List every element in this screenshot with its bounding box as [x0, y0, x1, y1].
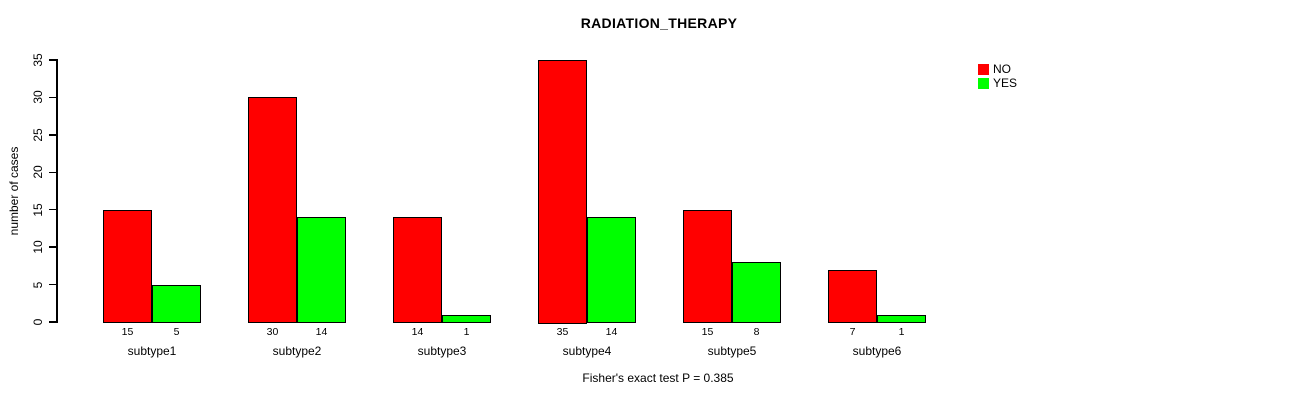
category-label-subtype2: subtype2	[272, 344, 322, 358]
y-axis-tick	[49, 96, 56, 99]
legend-entry-no: NO	[978, 62, 1017, 76]
y-axis-tick-label: 25	[31, 128, 45, 142]
bar-count-no-subtype2: 30	[266, 326, 279, 338]
bar-count-yes-subtype1: 5	[173, 326, 180, 338]
y-axis-tick	[49, 134, 56, 136]
legend: NO YES	[978, 62, 1017, 90]
bar-no-subtype2	[248, 97, 297, 324]
category-label-subtype5: subtype5	[707, 344, 757, 358]
legend-swatch-no-icon	[978, 63, 989, 75]
category-label-subtype6: subtype6	[852, 344, 902, 358]
y-axis-tick	[49, 208, 56, 211]
footnote-fisher-test: Fisher's exact test P = 0.385	[582, 371, 734, 385]
legend-label-yes: YES	[993, 76, 1018, 90]
y-axis-tick-label: 10	[31, 240, 45, 254]
bar-count-no-subtype6: 7	[849, 326, 856, 338]
bar-count-yes-subtype4: 14	[605, 326, 618, 338]
bar-no-subtype3	[393, 217, 442, 324]
y-axis-tick	[49, 321, 56, 323]
bar-no-subtype5	[683, 209, 732, 324]
category-label-subtype1: subtype1	[127, 344, 177, 358]
bar-count-yes-subtype2: 14	[315, 326, 328, 338]
y-axis-tick-label: 15	[31, 203, 45, 217]
bar-count-no-subtype3: 14	[411, 326, 424, 338]
bar-yes-subtype3	[442, 314, 491, 324]
bar-count-no-subtype4: 35	[556, 326, 569, 338]
bar-count-no-subtype1: 15	[121, 326, 134, 338]
y-axis-tick-label: 30	[31, 90, 45, 105]
chart-title: RADIATION_THERAPY	[580, 15, 738, 31]
y-axis-tick-label: 20	[31, 165, 45, 179]
bar-count-yes-subtype6: 1	[898, 326, 905, 338]
bar-yes-subtype6	[877, 314, 926, 324]
bar-yes-subtype4	[587, 217, 636, 324]
bar-count-no-subtype5: 15	[701, 326, 714, 338]
bar-count-yes-subtype5: 8	[753, 326, 760, 338]
y-axis-tick-label: 0	[31, 318, 45, 326]
bar-count-yes-subtype3: 1	[463, 326, 470, 338]
bar-no-subtype1	[103, 209, 152, 324]
y-axis-tick	[49, 246, 56, 248]
bar-yes-subtype2	[297, 217, 346, 324]
y-axis-tick	[49, 59, 56, 61]
bar-yes-subtype1	[152, 284, 201, 324]
y-axis-line	[56, 59, 58, 323]
bar-no-subtype4	[538, 60, 587, 324]
y-axis-label: number of cases	[7, 146, 21, 236]
bar-yes-subtype5	[732, 262, 781, 324]
y-axis-tick-label: 35	[31, 53, 45, 67]
y-axis-tick	[49, 283, 56, 286]
legend-swatch-yes-icon	[978, 77, 989, 89]
y-axis-tick	[49, 171, 56, 174]
category-label-subtype4: subtype4	[562, 344, 612, 358]
category-label-subtype3: subtype3	[417, 344, 467, 358]
legend-entry-yes: YES	[978, 76, 1017, 90]
bar-no-subtype6	[828, 269, 877, 324]
y-axis-tick-label: 5	[31, 281, 45, 288]
legend-label-no: NO	[993, 62, 1011, 76]
